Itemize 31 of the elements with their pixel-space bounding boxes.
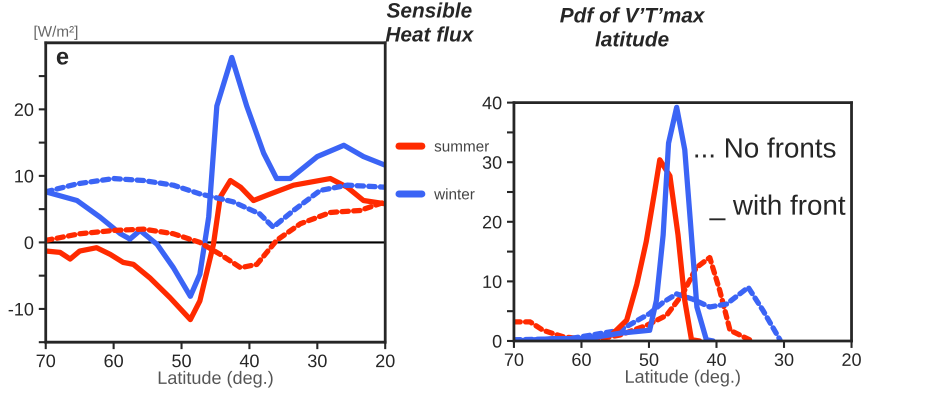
y-axis-title: [W/m²] [34,26,78,40]
annotation: ... No fronts [695,137,836,158]
x-tick-label: 20 [376,354,395,368]
annotation: e [56,52,68,65]
x-tick-label: 60 [104,354,123,368]
y-tick-label: -10 [8,302,34,316]
x-tick-label: 70 [36,354,56,368]
chart-title: Pdf of V’T’max latitude [560,7,706,47]
legend-label: summer [434,143,490,152]
x-tick-label: 20 [842,353,861,366]
x-axis-title: Latitude (deg.) [158,370,273,388]
x-tick-label: 70 [504,353,524,366]
y-tick-label: 10 [15,170,34,183]
annotation: _ with front [709,194,846,220]
text: Sensible Heat flux [386,2,474,42]
y-tick-label: 30 [482,156,502,169]
x-tick-label: 60 [572,353,591,366]
y-tick-label: 10 [483,275,502,288]
y-tick-label: 20 [482,216,502,229]
x-tick-label: 30 [308,354,327,368]
x-tick-label: 40 [706,353,726,366]
legend-label: winter [434,188,475,200]
x-tick-label: 30 [774,353,794,366]
x-axis-title: Latitude (deg.) [626,370,740,386]
x-tick-label: 50 [172,354,191,368]
y-tick-label: 40 [482,96,502,110]
y-tick-label: 20 [14,103,34,116]
y-tick-label: 0 [492,334,502,348]
y-tick-label: 0 [24,236,34,250]
x-tick-label: 40 [240,354,259,368]
x-tick-label: 50 [640,353,658,366]
